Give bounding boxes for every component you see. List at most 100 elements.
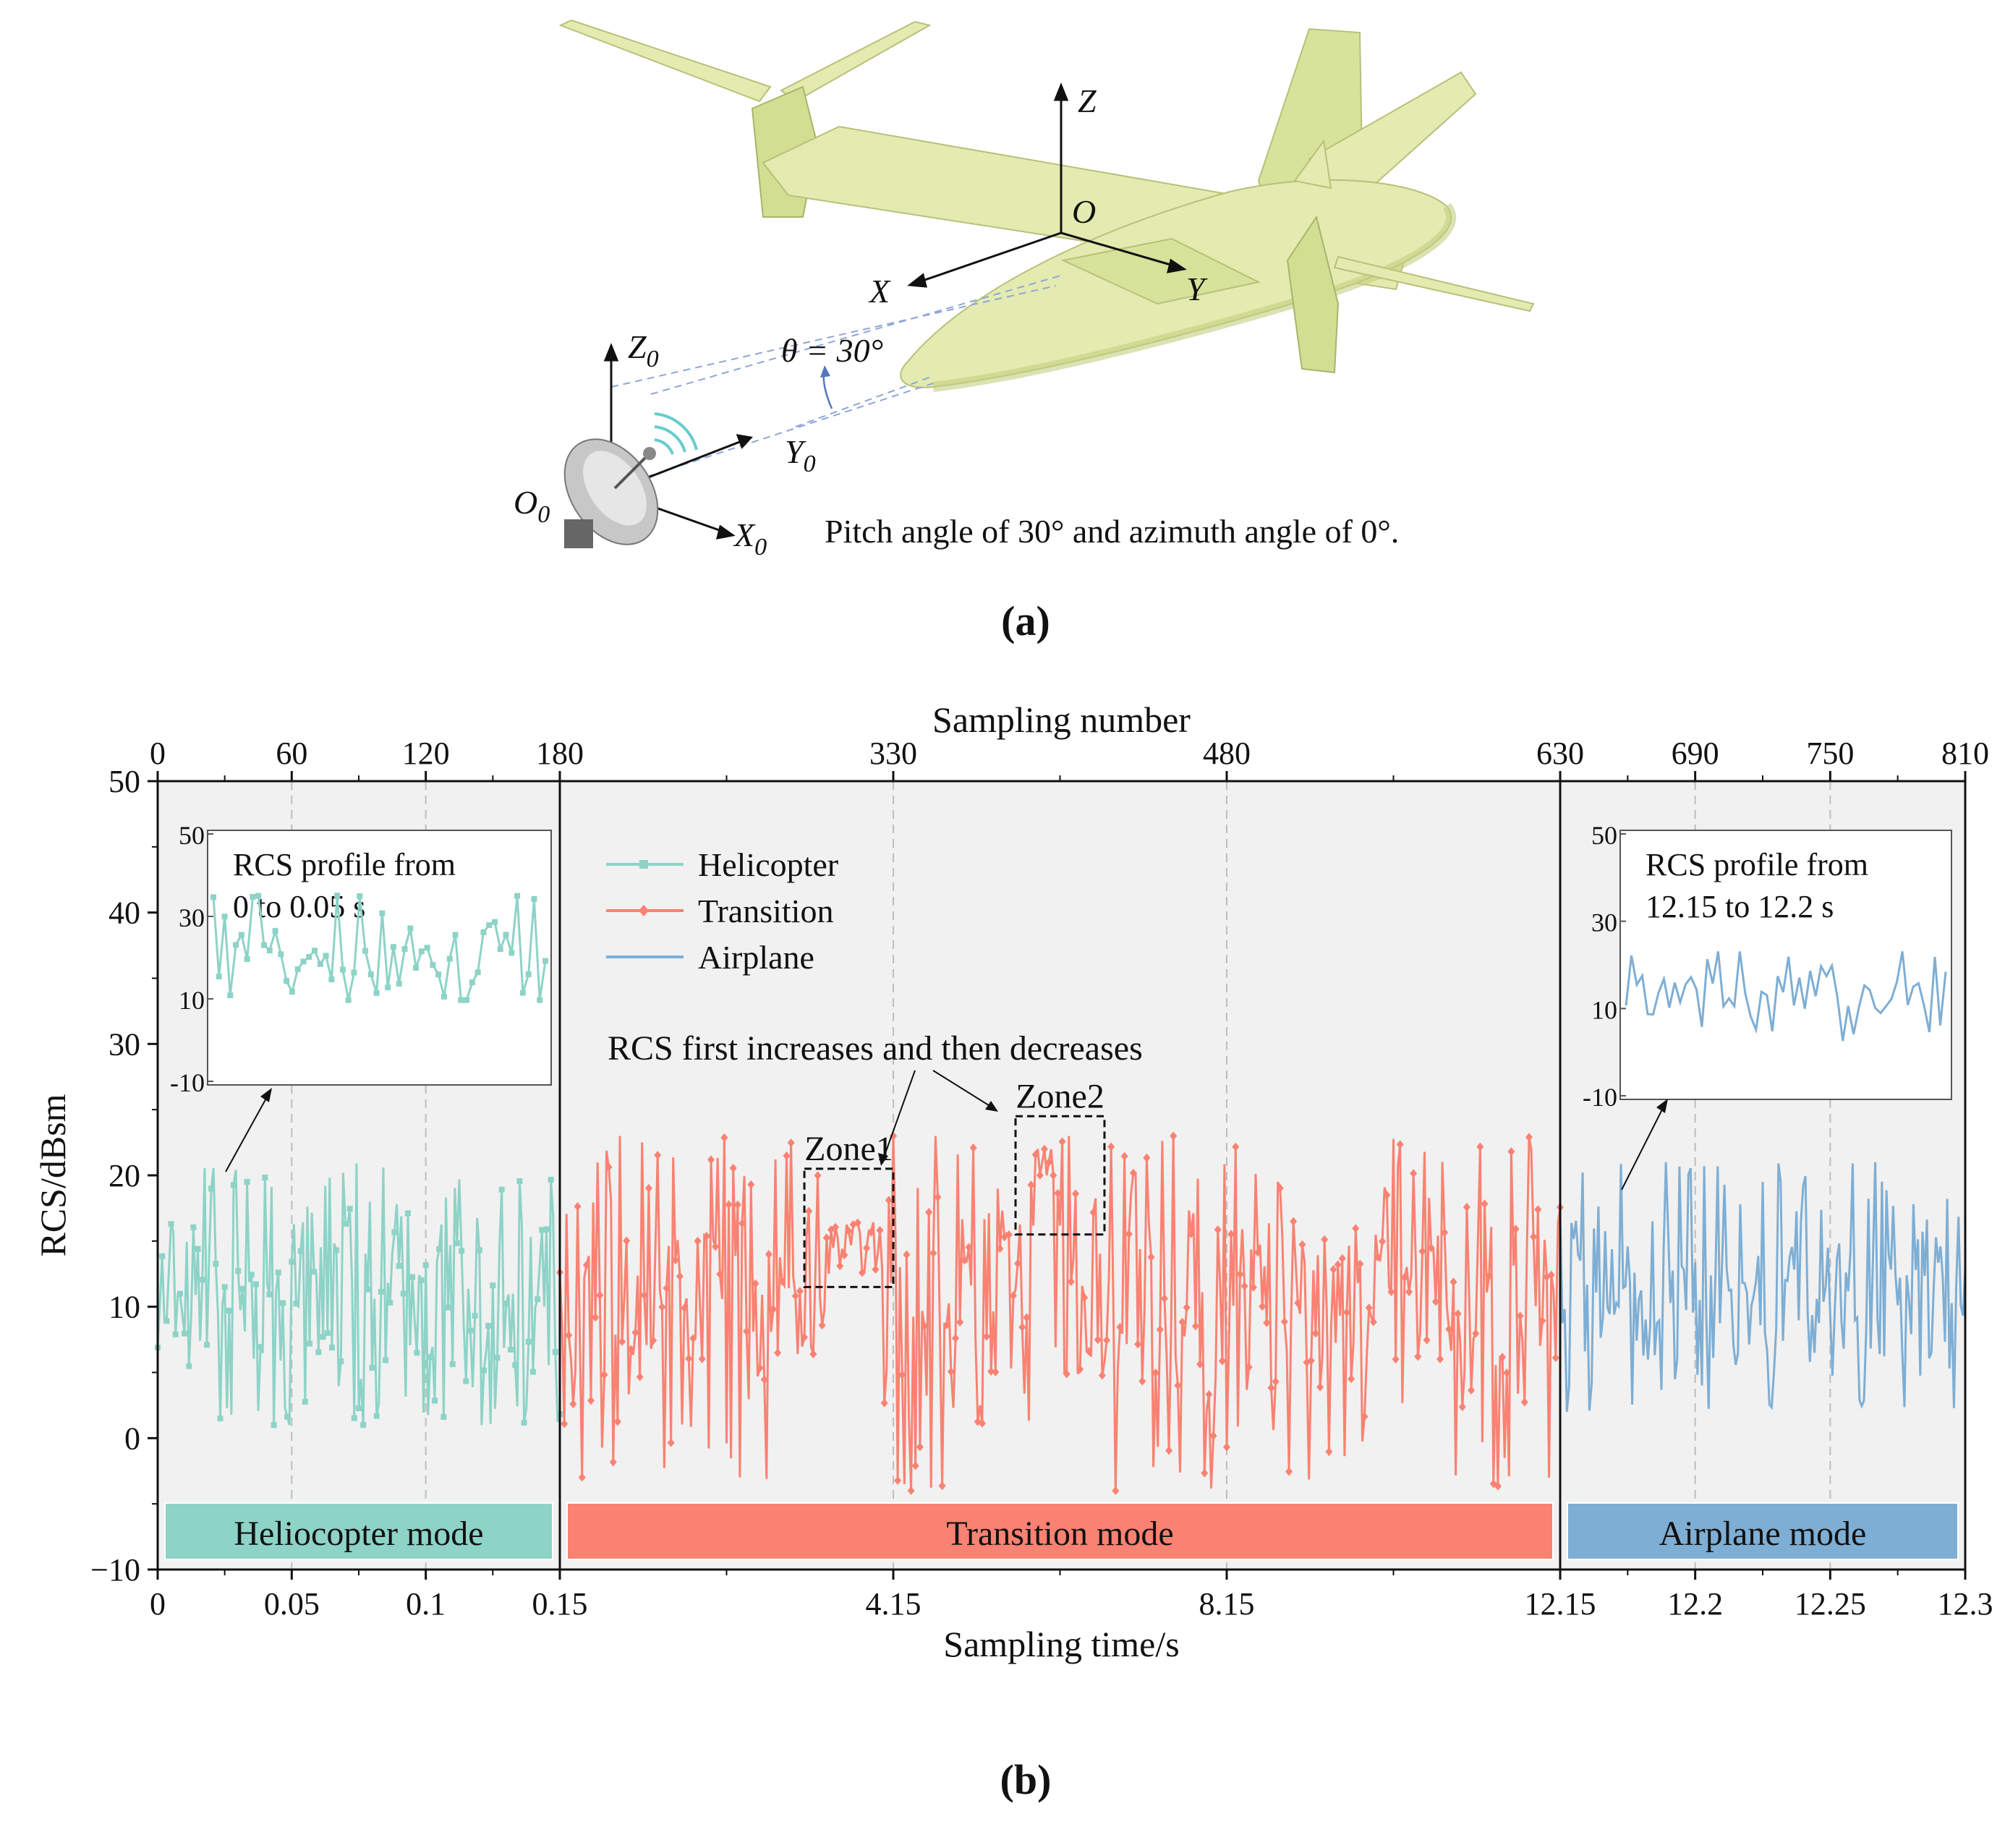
data-point bbox=[1245, 1363, 1253, 1372]
data-point bbox=[445, 1304, 451, 1311]
inset-data-point bbox=[300, 958, 307, 965]
inset-data-point bbox=[390, 944, 396, 950]
data-point bbox=[1116, 1322, 1124, 1332]
radar-axis-label-z: Z0 bbox=[628, 328, 659, 372]
inset-arrow bbox=[225, 1095, 268, 1172]
y-tick-label: 10 bbox=[108, 1290, 140, 1325]
data-point bbox=[289, 1259, 295, 1265]
inset-data-point bbox=[401, 946, 408, 953]
data-point bbox=[221, 1284, 228, 1290]
data-point bbox=[1232, 1142, 1240, 1151]
data-point bbox=[765, 1250, 772, 1259]
data-point bbox=[880, 1398, 888, 1408]
data-point bbox=[404, 1210, 411, 1217]
inset-data-point bbox=[396, 980, 402, 987]
data-point bbox=[293, 1300, 299, 1307]
data-point bbox=[561, 1419, 569, 1428]
data-point bbox=[257, 1344, 264, 1350]
data-point bbox=[512, 1362, 519, 1368]
data-point bbox=[1405, 1287, 1413, 1297]
data-point bbox=[952, 1334, 960, 1343]
x-tick-label: 4.15 bbox=[866, 1586, 921, 1622]
data-point bbox=[235, 1268, 242, 1274]
data-point bbox=[1410, 1169, 1418, 1178]
data-point bbox=[618, 1337, 626, 1346]
data-point bbox=[346, 1206, 353, 1212]
y-tick-label: 40 bbox=[108, 895, 140, 931]
data-point bbox=[231, 1182, 237, 1188]
data-point bbox=[182, 1330, 188, 1337]
data-point bbox=[203, 1342, 210, 1348]
panel-a-label: (a) bbox=[1001, 597, 1050, 644]
data-point bbox=[1076, 1365, 1084, 1374]
x2-tick-label: 60 bbox=[276, 736, 307, 771]
annotation-arrowhead bbox=[878, 1153, 888, 1166]
axis-label-y: Y bbox=[1186, 271, 1208, 307]
data-point bbox=[1170, 1131, 1178, 1141]
legend-label: Airplane bbox=[698, 939, 814, 976]
data-point bbox=[378, 1288, 384, 1295]
data-point bbox=[1458, 1402, 1466, 1412]
data-point bbox=[1009, 1291, 1017, 1300]
data-point bbox=[1018, 1322, 1026, 1332]
data-point bbox=[1356, 1259, 1364, 1269]
mode-bar-label: Heliocopter mode bbox=[234, 1515, 483, 1553]
panel-b-label: (b) bbox=[1000, 1756, 1052, 1803]
data-point bbox=[525, 1338, 532, 1345]
data-point bbox=[508, 1346, 514, 1353]
data-point bbox=[1134, 1340, 1142, 1349]
inset-data-point bbox=[278, 951, 284, 958]
data-point bbox=[809, 1350, 817, 1359]
data-point bbox=[1369, 1317, 1377, 1327]
radar-axis-label-x: X0 bbox=[733, 516, 767, 561]
data-point bbox=[342, 1221, 349, 1227]
data-point bbox=[1503, 1368, 1511, 1378]
data-point bbox=[369, 1365, 375, 1371]
data-point bbox=[1147, 1253, 1155, 1262]
data-point bbox=[1423, 1335, 1431, 1345]
data-point bbox=[391, 1229, 398, 1235]
data-point bbox=[1249, 1282, 1257, 1292]
data-point bbox=[311, 1269, 318, 1275]
data-point bbox=[578, 1473, 586, 1482]
data-point bbox=[1298, 1240, 1306, 1249]
data-point bbox=[1400, 1273, 1408, 1282]
data-point bbox=[1481, 1199, 1489, 1209]
data-point bbox=[539, 1227, 545, 1233]
data-point bbox=[565, 1331, 573, 1340]
inset-data-point bbox=[312, 948, 318, 954]
data-point bbox=[1054, 1188, 1062, 1198]
data-point bbox=[1427, 1243, 1435, 1253]
x-tick-label: 8.15 bbox=[1199, 1586, 1255, 1622]
inset-data-point bbox=[261, 942, 268, 948]
data-point bbox=[284, 1413, 291, 1420]
rcs-chart: Heliocopter mode Transition mode Airplane … bbox=[33, 699, 1993, 1664]
data-point bbox=[226, 1308, 232, 1314]
data-point bbox=[414, 1350, 420, 1356]
data-point bbox=[1058, 1137, 1066, 1146]
data-point bbox=[791, 1291, 799, 1300]
data-point bbox=[1152, 1368, 1159, 1377]
data-point bbox=[921, 1321, 929, 1331]
data-point bbox=[1516, 1311, 1524, 1321]
inset-data-point bbox=[413, 965, 420, 971]
data-point bbox=[605, 1162, 613, 1172]
data-point bbox=[503, 1300, 509, 1307]
radar-axis-label-y: Y0 bbox=[785, 433, 816, 477]
data-point bbox=[190, 1224, 197, 1230]
legend-marker bbox=[639, 905, 649, 916]
data-point bbox=[239, 1285, 246, 1292]
inset-data-point bbox=[266, 948, 273, 954]
x2-tick-label: 480 bbox=[1203, 736, 1251, 771]
inset-data-point bbox=[373, 989, 380, 996]
data-point bbox=[252, 1281, 259, 1287]
data-point bbox=[1530, 1232, 1538, 1241]
data-point bbox=[623, 1236, 631, 1246]
inset-y-tick-label: 10 bbox=[179, 986, 205, 1015]
data-point bbox=[876, 1226, 884, 1235]
data-point bbox=[1338, 1253, 1346, 1263]
data-point bbox=[1085, 1347, 1093, 1356]
data-point bbox=[467, 1327, 474, 1334]
inset-data-point bbox=[446, 955, 453, 962]
data-point bbox=[858, 1268, 866, 1277]
